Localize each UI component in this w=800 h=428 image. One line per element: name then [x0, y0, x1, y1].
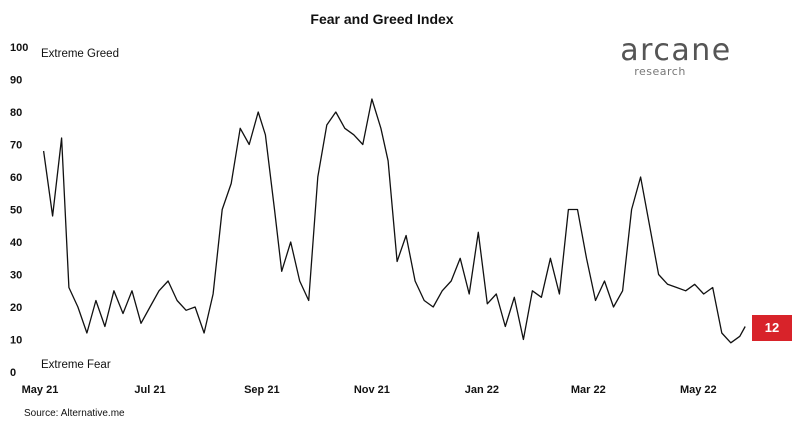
x-axis: May 21 Jul 21 Sep 21 Nov 21 Jan 22 Mar 22 May …	[22, 384, 717, 396]
y-tick-label: 100	[10, 42, 28, 54]
y-tick-label: 60	[10, 172, 22, 184]
source-note: Source: Alternative.me	[24, 408, 125, 419]
x-tick-label: Jul 21	[134, 384, 165, 396]
logo-main-text: arcane	[620, 33, 731, 68]
y-tick-label: 10	[10, 335, 22, 347]
y-axis: 0 10 20 30 40 50 60 70 80 90 100	[10, 42, 28, 379]
logo: arcane research	[620, 33, 731, 78]
logo-sub-text: research	[634, 65, 686, 78]
y-tick-label: 70	[10, 140, 22, 152]
y-tick-label: 0	[10, 367, 16, 379]
y-tick-label: 20	[10, 302, 22, 314]
x-tick-label: Mar 22	[571, 384, 606, 396]
latest-value-badge	[752, 315, 792, 341]
x-tick-label: May 22	[680, 384, 717, 396]
y-tick-label: 80	[10, 107, 22, 119]
x-tick-label: May 21	[22, 384, 59, 396]
annotation-extreme-greed: Extreme Greed	[41, 48, 119, 60]
y-tick-label: 40	[10, 237, 22, 249]
y-tick-label: 50	[10, 205, 22, 217]
x-tick-label: Sep 21	[244, 384, 279, 396]
annotation-extreme-fear: Extreme Fear	[41, 359, 111, 371]
y-tick-label: 90	[10, 75, 22, 87]
chart-title: Fear and Greed Index	[310, 11, 453, 27]
x-tick-label: Jan 22	[465, 384, 499, 396]
x-tick-label: Nov 21	[354, 384, 390, 396]
y-tick-label: 30	[10, 270, 22, 282]
latest-value-label: 12	[765, 320, 779, 335]
series-line	[42, 98, 746, 344]
